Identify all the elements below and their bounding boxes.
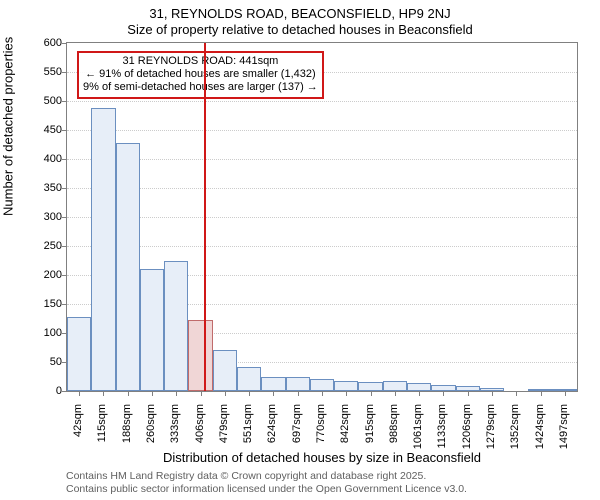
x-tick-label: 1497sqm <box>558 404 570 464</box>
x-tick-mark <box>419 391 420 396</box>
x-tick-mark <box>176 391 177 396</box>
x-tick-label: 842sqm <box>339 404 351 464</box>
annotation-box: 31 REYNOLDS ROAD: 441sqm ← 91% of detach… <box>77 51 324 99</box>
title-line-1: 31, REYNOLDS ROAD, BEACONSFIELD, HP9 2NJ <box>0 6 600 21</box>
chart-plot-area: 31 REYNOLDS ROAD: 441sqm ← 91% of detach… <box>66 42 578 392</box>
histogram-bar <box>310 379 334 391</box>
y-tick-label: 600 <box>6 37 62 49</box>
y-tick-label: 100 <box>6 327 62 339</box>
y-tick-label: 150 <box>6 298 62 310</box>
histogram-bar <box>237 367 261 391</box>
y-tick-mark <box>62 391 67 392</box>
y-tick-label: 250 <box>6 240 62 252</box>
annotation-line-1: 31 REYNOLDS ROAD: 441sqm <box>83 55 318 68</box>
gridline <box>67 246 577 247</box>
x-tick-mark <box>79 391 80 396</box>
gridline <box>67 159 577 160</box>
y-tick-label: 50 <box>6 356 62 368</box>
y-tick-mark <box>62 159 67 160</box>
title-line-2: Size of property relative to detached ho… <box>0 22 600 37</box>
x-tick-mark <box>225 391 226 396</box>
reference-line <box>204 43 206 391</box>
histogram-bar <box>261 377 285 392</box>
histogram-bar <box>91 108 115 391</box>
y-tick-label: 300 <box>6 211 62 223</box>
histogram-bar <box>116 143 140 391</box>
y-tick-mark <box>62 130 67 131</box>
x-tick-label: 115sqm <box>96 404 108 464</box>
histogram-bar <box>334 381 358 391</box>
x-tick-label: 1279sqm <box>485 404 497 464</box>
footer-line-2: Contains public sector information licen… <box>66 483 578 496</box>
x-tick-label: 1133sqm <box>436 404 448 464</box>
x-tick-mark <box>152 391 153 396</box>
x-tick-label: 915sqm <box>364 404 376 464</box>
annotation-line-3: 9% of semi-detached houses are larger (1… <box>83 81 318 94</box>
x-tick-mark <box>371 391 372 396</box>
x-tick-mark <box>468 391 469 396</box>
y-tick-mark <box>62 101 67 102</box>
x-tick-label: 624sqm <box>266 404 278 464</box>
gridline <box>67 101 577 102</box>
histogram-bar <box>358 382 382 391</box>
y-tick-label: 500 <box>6 95 62 107</box>
y-tick-mark <box>62 246 67 247</box>
histogram-bar <box>67 317 91 391</box>
histogram-bar <box>188 320 212 391</box>
y-tick-mark <box>62 72 67 73</box>
x-tick-label: 988sqm <box>388 404 400 464</box>
x-tick-label: 260sqm <box>145 404 157 464</box>
y-tick-mark <box>62 275 67 276</box>
histogram-bar <box>286 377 310 392</box>
y-tick-mark <box>62 188 67 189</box>
y-tick-label: 450 <box>6 124 62 136</box>
y-tick-label: 0 <box>6 385 62 397</box>
x-tick-label: 1061sqm <box>412 404 424 464</box>
x-tick-mark <box>103 391 104 396</box>
x-tick-label: 551sqm <box>242 404 254 464</box>
x-tick-mark <box>395 391 396 396</box>
y-tick-label: 400 <box>6 153 62 165</box>
x-tick-mark <box>201 391 202 396</box>
y-tick-mark <box>62 43 67 44</box>
x-tick-mark <box>322 391 323 396</box>
x-tick-label: 1352sqm <box>509 404 521 464</box>
x-tick-mark <box>565 391 566 396</box>
x-tick-label: 479sqm <box>218 404 230 464</box>
histogram-bar <box>140 269 164 391</box>
histogram-bar <box>407 383 431 391</box>
footer-line-1: Contains HM Land Registry data © Crown c… <box>66 470 578 483</box>
x-tick-mark <box>346 391 347 396</box>
y-tick-mark <box>62 217 67 218</box>
annotation-line-2: ← 91% of detached houses are smaller (1,… <box>83 68 318 81</box>
y-tick-label: 550 <box>6 66 62 78</box>
x-tick-mark <box>298 391 299 396</box>
gridline <box>67 188 577 189</box>
x-tick-label: 406sqm <box>194 404 206 464</box>
gridline <box>67 130 577 131</box>
x-tick-mark <box>443 391 444 396</box>
histogram-bar <box>383 381 407 391</box>
y-tick-mark <box>62 304 67 305</box>
x-tick-label: 188sqm <box>121 404 133 464</box>
histogram-bar <box>164 261 188 392</box>
x-tick-mark <box>273 391 274 396</box>
y-tick-label: 200 <box>6 269 62 281</box>
x-tick-label: 333sqm <box>169 404 181 464</box>
gridline <box>67 217 577 218</box>
x-tick-mark <box>128 391 129 396</box>
x-tick-mark <box>492 391 493 396</box>
x-tick-label: 1206sqm <box>461 404 473 464</box>
x-tick-label: 770sqm <box>315 404 327 464</box>
x-tick-mark <box>516 391 517 396</box>
histogram-bar <box>213 350 237 391</box>
x-tick-mark <box>249 391 250 396</box>
x-tick-label: 697sqm <box>291 404 303 464</box>
x-tick-label: 42sqm <box>72 404 84 464</box>
x-tick-label: 1424sqm <box>534 404 546 464</box>
x-tick-mark <box>541 391 542 396</box>
y-tick-label: 350 <box>6 182 62 194</box>
